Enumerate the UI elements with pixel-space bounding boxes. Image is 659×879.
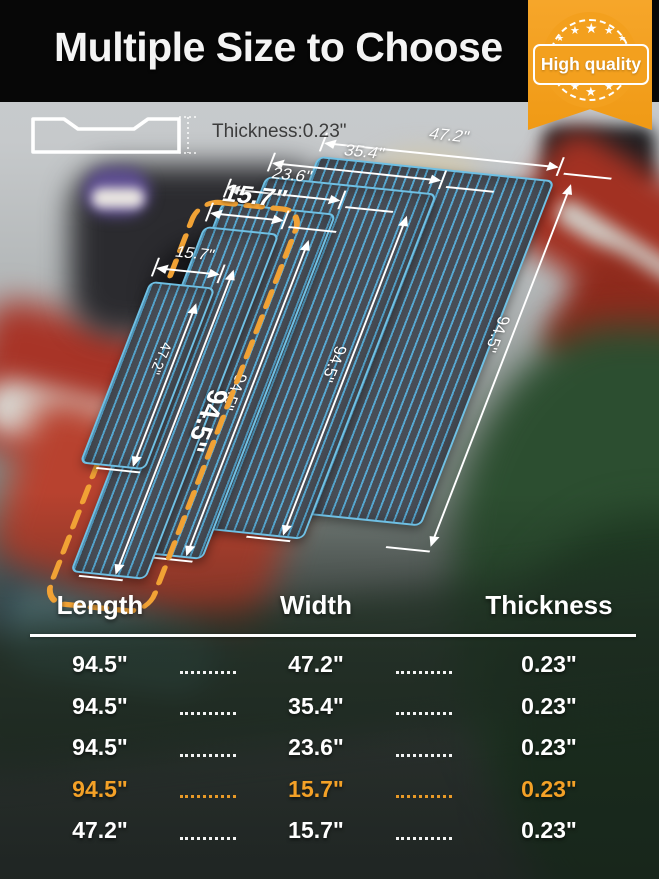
width-cell: 35.4" bbox=[288, 692, 344, 719]
table-row: 94.5" 47.2" 0.23" bbox=[30, 644, 636, 686]
background-fishfinder bbox=[84, 168, 150, 216]
dotted-leader bbox=[396, 697, 452, 716]
width-cell: 15.7" bbox=[288, 817, 344, 844]
table-body: 94.5" 47.2" 0.23" 94.5" 35.4" 0.23" 94.5… bbox=[30, 644, 636, 852]
background-bow-stripe bbox=[551, 195, 659, 311]
star-icon: ★ bbox=[604, 81, 614, 93]
background-red-bow bbox=[532, 241, 659, 436]
table-row: 47.2" 15.7" 0.23" bbox=[30, 810, 636, 852]
column-header-length: Length bbox=[56, 590, 144, 620]
star-icon: ★ bbox=[556, 33, 565, 43]
table-row: 94.5" 35.4" 0.23" bbox=[30, 686, 636, 728]
width-cell: 23.6" bbox=[288, 734, 344, 761]
width-cell: 15.7" bbox=[288, 775, 344, 802]
dotted-leader bbox=[396, 822, 452, 840]
dotted-leader bbox=[396, 739, 452, 757]
thickness-cell: 0.23" bbox=[521, 651, 577, 678]
star-icon: ★ bbox=[570, 25, 580, 37]
star-icon: ★ bbox=[570, 81, 580, 93]
table-row-highlighted: 94.5" 15.7" 0.23" bbox=[30, 769, 636, 811]
star-icon: ★ bbox=[618, 33, 627, 43]
thickness-cell: 0.23" bbox=[521, 817, 577, 844]
dotted-leader bbox=[396, 780, 452, 799]
thickness-note: Thickness:0.23" bbox=[30, 106, 347, 158]
length-cell: 94.5" bbox=[72, 692, 128, 719]
dotted-leader bbox=[396, 656, 452, 674]
thickness-cell: 0.23" bbox=[521, 692, 577, 719]
high-quality-badge: ★ ★ ★ ★ ★ ★ ★ ★ ★ ★ High quality bbox=[528, 0, 652, 130]
star-icon: ★ bbox=[604, 25, 614, 37]
width-cell: 47.2" bbox=[288, 651, 344, 678]
dotted-leader bbox=[180, 780, 236, 799]
thickness-label: Thickness:0.23" bbox=[212, 121, 347, 142]
thickness-cell: 0.23" bbox=[521, 775, 577, 802]
table-divider bbox=[30, 634, 636, 637]
length-cell: 94.5" bbox=[72, 734, 128, 761]
star-icon: ★ bbox=[585, 20, 598, 36]
background-fishfinder-screen bbox=[92, 188, 144, 208]
dotted-leader bbox=[180, 822, 236, 840]
thickness-cell: 0.23" bbox=[521, 734, 577, 761]
column-header-width: Width bbox=[280, 590, 352, 620]
table-row: 94.5" 23.6" 0.23" bbox=[30, 727, 636, 769]
thickness-profile-icon bbox=[31, 116, 196, 154]
column-header-thickness: Thickness bbox=[485, 590, 613, 620]
background-outboard-motor bbox=[543, 126, 655, 192]
page-title: Multiple Size to Choose bbox=[54, 24, 503, 70]
dotted-leader bbox=[180, 739, 236, 757]
dotted-leader bbox=[180, 697, 236, 716]
star-icon: ★ bbox=[585, 84, 597, 99]
table-header-row: Length Width Thickness bbox=[30, 590, 636, 621]
length-cell: 94.5" bbox=[72, 651, 128, 678]
dotted-leader bbox=[180, 656, 236, 674]
length-cell: 94.5" bbox=[72, 775, 128, 802]
length-cell: 47.2" bbox=[72, 817, 128, 844]
badge-label: High quality bbox=[533, 44, 649, 85]
size-table: Length Width Thickness 94.5" 47.2" 0.23"… bbox=[30, 590, 636, 852]
